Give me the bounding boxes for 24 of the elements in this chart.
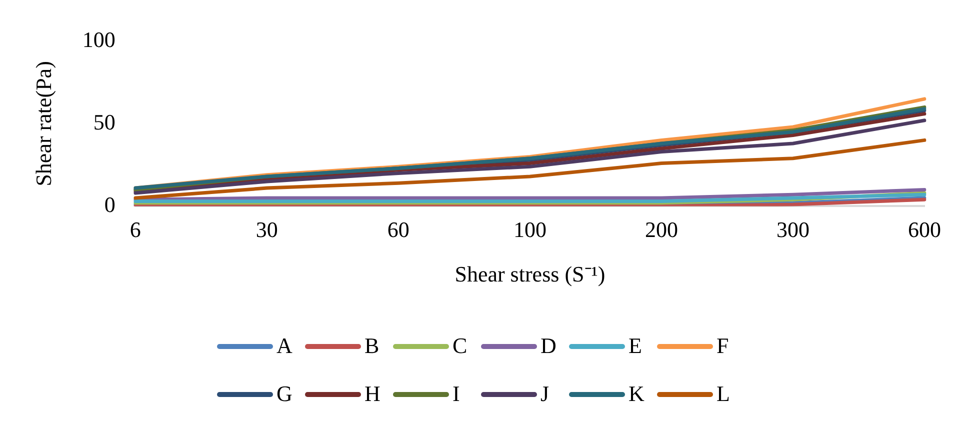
legend-label: A bbox=[276, 333, 292, 359]
legend-label: J bbox=[540, 381, 550, 407]
x-tick-label: 600 bbox=[908, 217, 941, 242]
legend-label: K bbox=[628, 381, 644, 407]
x-tick-label: 6 bbox=[130, 217, 141, 242]
legend-label: D bbox=[540, 333, 556, 359]
x-tick-label: 200 bbox=[644, 217, 678, 242]
x-axis-title: Shear stress (S⁻¹) bbox=[454, 262, 606, 287]
legend-label: I bbox=[452, 381, 460, 407]
legend-label: F bbox=[716, 333, 729, 359]
x-tick-label: 60 bbox=[387, 217, 410, 242]
x-tick-label: 300 bbox=[776, 217, 810, 242]
legend-label: E bbox=[628, 333, 642, 359]
x-tick-label: 30 bbox=[256, 217, 278, 242]
y-tick-label: 0 bbox=[104, 192, 116, 217]
x-tick-label: 100 bbox=[513, 217, 546, 242]
legend-label: H bbox=[364, 381, 380, 407]
y-tick-label: 100 bbox=[82, 26, 116, 52]
y-axis-title: Shear rate(Pa) bbox=[30, 61, 56, 186]
legend-label: L bbox=[716, 381, 730, 407]
legend-label: G bbox=[276, 381, 292, 407]
legend-label: C bbox=[452, 333, 468, 359]
y-tick-label: 50 bbox=[93, 109, 116, 134]
legend-label: B bbox=[364, 333, 380, 359]
